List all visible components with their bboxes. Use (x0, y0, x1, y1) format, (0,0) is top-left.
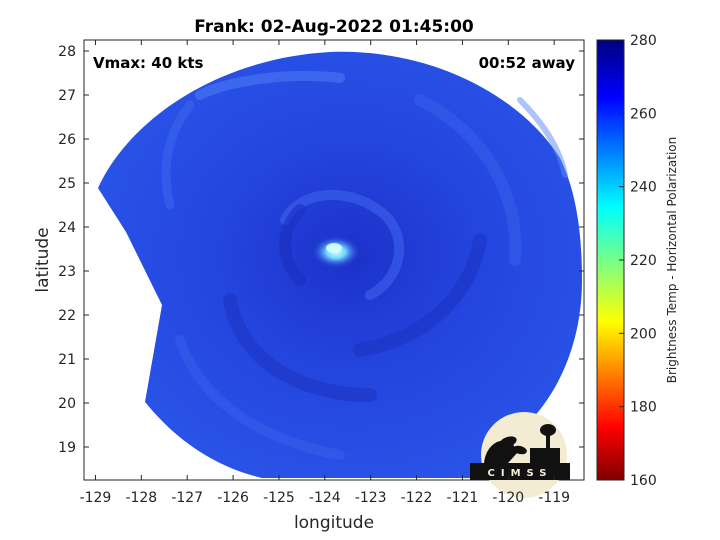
y-tick-label: 27 (58, 88, 76, 104)
x-tick-label: -126 (217, 490, 249, 506)
x-tick-label: -129 (80, 490, 112, 506)
x-tick-label: -127 (171, 490, 203, 506)
x-tick-label: -122 (401, 490, 433, 506)
vmax-label: Vmax: 40 kts (93, 54, 203, 72)
x-tick-label: -119 (538, 490, 570, 506)
y-tick-label: 20 (58, 396, 76, 412)
colorbar-label: Brightness Temp - Horizontal Polarizatio… (665, 137, 679, 384)
x-tick-label: -125 (263, 490, 295, 506)
y-tick-label: 23 (58, 264, 76, 280)
colorbar-tick-label: 260 (630, 106, 657, 122)
y-axis-ticks: 19 20 21 22 23 24 25 26 27 28 (58, 44, 584, 456)
y-tick-label: 25 (58, 176, 76, 192)
x-tick-label: -120 (492, 490, 524, 506)
cimss-logo-text: CIMSS (488, 468, 553, 479)
colorbar-tick-label: 280 (630, 33, 657, 49)
y-tick-label: 22 (58, 308, 76, 324)
y-tick-label: 24 (58, 220, 76, 236)
y-tick-label: 21 (58, 352, 76, 368)
heatmap-field (84, 40, 584, 480)
y-tick-label: 28 (58, 44, 76, 60)
x-tick-label: -128 (125, 490, 157, 506)
chart-title: Frank: 02-Aug-2022 01:45:00 (194, 17, 474, 37)
colorbar-tick-label: 160 (630, 473, 657, 489)
x-tick-label: -123 (355, 490, 387, 506)
y-tick-label: 26 (58, 132, 76, 148)
y-axis-label: latitude (33, 227, 53, 292)
x-axis-label: longitude (294, 513, 374, 533)
colorbar-tick-label: 240 (630, 180, 657, 196)
spiral-bands (161, 70, 568, 460)
time-offset-label: 00:52 away (479, 54, 576, 72)
x-axis-ticks: -129 -128 -127 -126 -125 -124 -123 -122 -121 -120… (80, 40, 570, 506)
x-tick-label: -121 (447, 490, 479, 506)
plot-frame (83, 39, 585, 481)
cimss-logo: CIMSS (470, 412, 570, 498)
x-tick-label: -124 (309, 490, 341, 506)
colorbar-tick-label: 220 (630, 253, 657, 269)
colorbar-ticks: 160 180 200 220 240 260 280 (619, 33, 657, 489)
colorbar-tick-label: 200 (630, 326, 657, 342)
colorbar-tick-label: 180 (630, 400, 657, 416)
y-tick-label: 19 (58, 440, 76, 456)
